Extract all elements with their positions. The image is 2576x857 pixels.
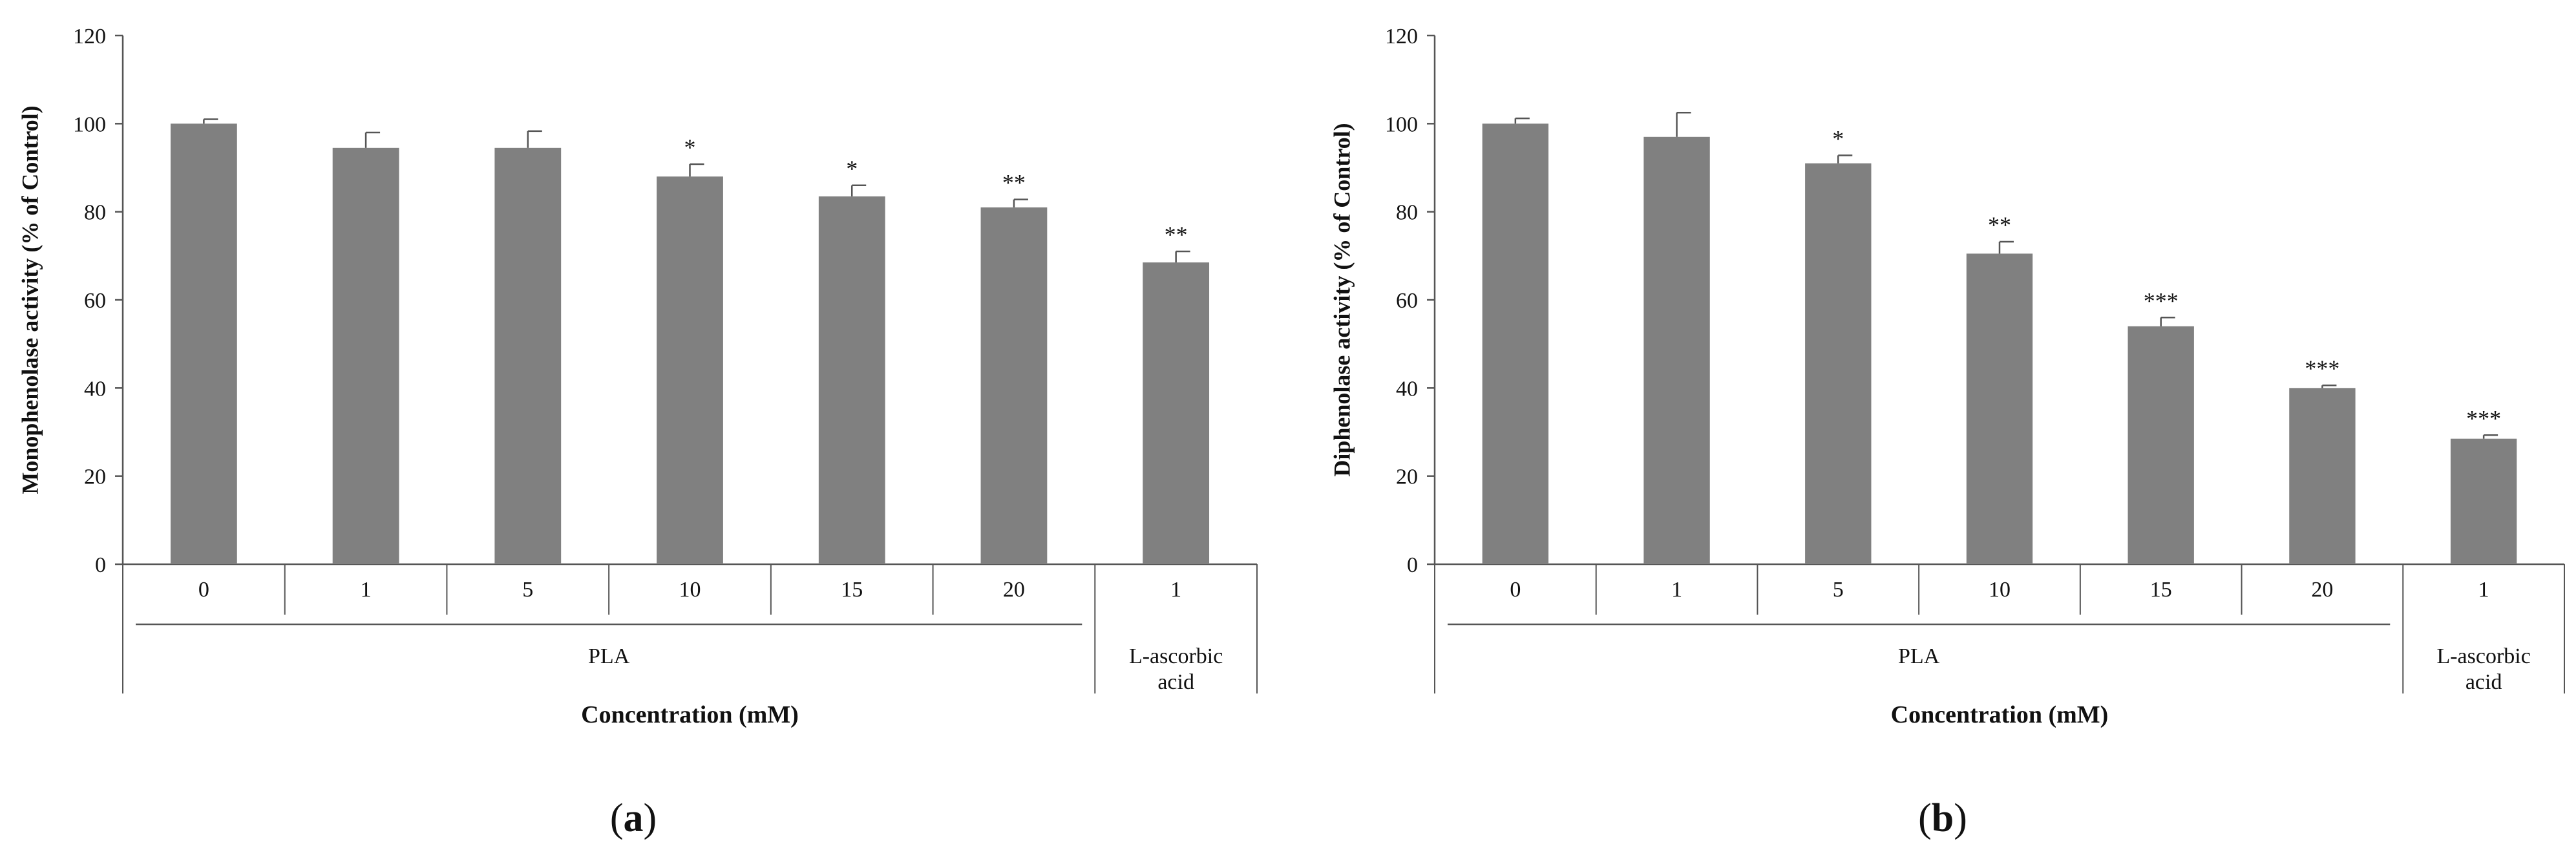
x-category-label: 1 — [2478, 578, 2489, 602]
y-tick-label: 40 — [1396, 377, 1418, 401]
panel-label-b: (b) — [1918, 796, 1967, 840]
x-category-label: 0 — [1510, 578, 1521, 602]
y-tick-label: 120 — [1385, 25, 1418, 48]
y-tick-label: 120 — [73, 25, 106, 48]
y-axis-label: Monophenolase activity (% of Control) — [17, 105, 43, 494]
bar — [657, 176, 723, 565]
bar — [332, 147, 399, 564]
bar — [2289, 388, 2356, 564]
x-axis-label: Concentration (mM) — [1891, 701, 2109, 728]
y-tick-label: 100 — [73, 112, 106, 136]
group-label-ascorbic-line2: acid — [1157, 670, 1194, 694]
x-category-label: 0 — [198, 578, 209, 602]
x-category-label: 1 — [361, 578, 372, 602]
significance-marker: *** — [2305, 355, 2339, 381]
y-tick-label: 0 — [95, 553, 106, 577]
y-tick-label: 80 — [84, 201, 106, 225]
panel-label-a: (a) — [610, 796, 657, 840]
x-category-label: 20 — [1003, 578, 1025, 602]
x-category-label: 10 — [679, 578, 701, 602]
y-tick-label: 100 — [1385, 112, 1418, 136]
y-tick-label: 0 — [1407, 553, 1418, 577]
x-category-label: 10 — [1989, 578, 2011, 602]
y-tick-label: 80 — [1396, 201, 1418, 225]
x-category-label: 1 — [1671, 578, 1682, 602]
x-category-label: 1 — [1170, 578, 1181, 602]
x-category-label: 5 — [522, 578, 533, 602]
y-axis-label: Diphenolase activity (% of Control) — [1329, 123, 1355, 476]
bar — [1143, 262, 1210, 564]
x-category-label: 20 — [2311, 578, 2333, 602]
group-label-ascorbic-line2: acid — [2465, 670, 2502, 694]
bar — [1643, 136, 1710, 565]
significance-marker: * — [1832, 125, 1844, 151]
y-tick-label: 40 — [84, 377, 106, 401]
bar — [170, 123, 237, 565]
bar — [1805, 163, 1872, 564]
significance-marker: * — [846, 156, 858, 182]
significance-marker: * — [684, 134, 696, 160]
bar — [2127, 326, 2194, 564]
x-category-label: 5 — [1833, 578, 1844, 602]
x-category-label: 15 — [2150, 578, 2172, 602]
significance-marker: ** — [1165, 222, 1188, 248]
group-label-pla: PLA — [1898, 644, 1940, 668]
y-tick-label: 20 — [84, 465, 106, 489]
bar — [494, 147, 562, 564]
x-axis-label: Concentration (mM) — [581, 701, 799, 728]
bar — [2450, 438, 2517, 564]
y-tick-label: 60 — [84, 289, 106, 313]
y-tick-label: 20 — [1396, 465, 1418, 489]
group-label-ascorbic-line1: L-ascorbic — [1129, 644, 1223, 668]
x-category-label: 15 — [841, 578, 863, 602]
bar — [980, 207, 1048, 565]
group-label-pla: PLA — [588, 644, 630, 668]
significance-marker: ** — [1988, 212, 2011, 238]
bar — [1966, 253, 2033, 564]
y-tick-label: 60 — [1396, 289, 1418, 313]
bar — [1482, 123, 1549, 565]
significance-marker: ** — [1002, 170, 1026, 196]
significance-marker: *** — [2144, 288, 2179, 313]
bar — [818, 196, 885, 564]
significance-marker: *** — [2466, 405, 2501, 431]
group-label-ascorbic-line1: L-ascorbic — [2436, 644, 2530, 668]
